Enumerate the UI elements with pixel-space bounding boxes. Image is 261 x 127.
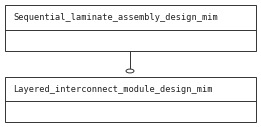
Text: Sequential_laminate_assembly_design_mim: Sequential_laminate_assembly_design_mim (13, 13, 218, 22)
Circle shape (126, 69, 134, 73)
Text: Layered_interconnect_module_design_mim: Layered_interconnect_module_design_mim (13, 84, 212, 93)
FancyBboxPatch shape (5, 77, 256, 122)
FancyBboxPatch shape (5, 5, 256, 51)
